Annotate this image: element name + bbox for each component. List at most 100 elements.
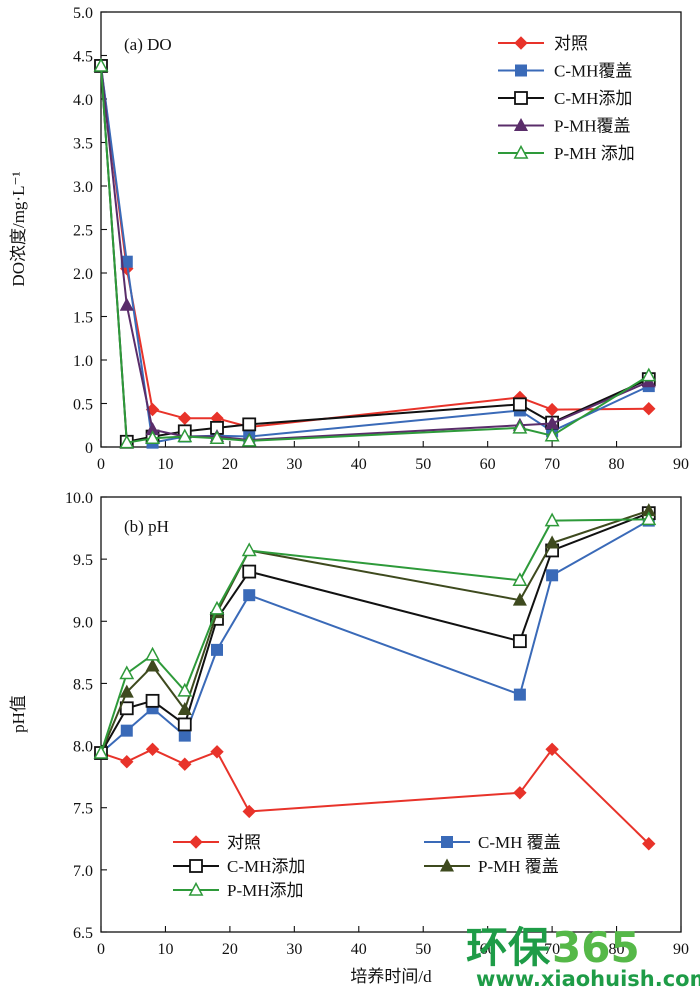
ph-data-point xyxy=(93,744,109,759)
ph-legend-marker xyxy=(439,858,455,872)
ph-x-tick-label: 0 xyxy=(97,941,105,958)
do-series-5 xyxy=(93,57,657,449)
ph-x-tick-label: 30 xyxy=(286,941,302,958)
do-legend-label: 对照 xyxy=(554,34,588,53)
ph-series-line xyxy=(100,512,650,754)
ph-data-point xyxy=(544,512,560,527)
ph-panel-label: (b) pH xyxy=(124,517,169,536)
ph-legend-entry: P-MH 覆盖 xyxy=(424,857,559,876)
ph-series-line xyxy=(100,509,650,754)
ph-x-tick-label: 60 xyxy=(480,941,496,958)
do-data-point xyxy=(145,430,161,445)
ph-data-point xyxy=(119,684,134,698)
do-chart: 0 10 20 30 40 50 60 70 80 90 0 0.5 1.0 1.5 2.0 2.5 3.0 3.… xyxy=(9,5,689,473)
ph-legend-entry: 对照 xyxy=(173,833,261,852)
do-legend-label: C-MH添加 xyxy=(554,89,632,108)
ph-x-tick-label: 40 xyxy=(351,941,367,958)
do-data-point xyxy=(641,367,657,382)
ph-data-point xyxy=(513,786,527,800)
do-legend-marker xyxy=(513,117,529,131)
ph-legend-label: 对照 xyxy=(227,833,261,852)
ph-data-point xyxy=(242,564,257,579)
do-y-tick-label: 0.5 xyxy=(73,397,93,414)
do-y-tick-label: 3.5 xyxy=(73,136,93,153)
do-legend-entry: 对照 xyxy=(498,34,588,53)
ph-data-point xyxy=(512,592,527,606)
ph-y-tick-label: 7.0 xyxy=(73,863,93,880)
do-legend-entry: C-MH覆盖 xyxy=(498,62,632,81)
do-data-point xyxy=(242,417,257,432)
do-panel-label: (a) DO xyxy=(124,35,172,54)
do-x-tick-label: 30 xyxy=(286,456,302,473)
ph-legend-marker xyxy=(441,836,453,848)
do-y-tick-label: 4.5 xyxy=(73,49,93,66)
ph-x-tick-label: 50 xyxy=(415,941,431,958)
ph-data-point xyxy=(512,634,527,649)
ph-series xyxy=(93,503,657,851)
ph-series-3 xyxy=(94,506,656,760)
do-data-point xyxy=(119,297,134,311)
ph-x-tick-label: 70 xyxy=(544,941,560,958)
ph-y-tick-label: 8.5 xyxy=(73,676,93,693)
ph-data-point xyxy=(145,646,161,661)
do-x-tick-label: 50 xyxy=(415,456,431,473)
ph-data-point xyxy=(243,589,256,602)
do-data-point xyxy=(119,434,135,449)
do-legend-label: P-MH 添加 xyxy=(554,144,635,163)
do-y-tick-label: 1.0 xyxy=(73,353,93,370)
do-axes: 0 10 20 30 40 50 60 70 80 90 0 0.5 1.0 1.5 2.0 2.5 3.0 3.… xyxy=(73,5,689,473)
do-data-point xyxy=(544,427,560,442)
do-legend: 对照 C-MH覆盖 C-MH添加 P-MH覆盖 P-MH 添加 xyxy=(498,34,635,163)
ph-data-point xyxy=(209,600,225,615)
ph-data-point xyxy=(642,837,656,851)
do-data-point xyxy=(241,432,257,447)
ph-data-point xyxy=(177,717,192,732)
ph-legend-entry: C-MH添加 xyxy=(173,857,305,876)
do-y-tick-label: 2.0 xyxy=(73,266,93,283)
do-x-tick-label: 40 xyxy=(351,456,367,473)
ph-legend-label: C-MH 覆盖 xyxy=(478,833,561,852)
do-y-tick-label: 4.0 xyxy=(73,92,93,109)
ph-legend-label: C-MH添加 xyxy=(227,857,305,876)
do-data-point xyxy=(512,419,528,434)
ph-legend-entry: C-MH 覆盖 xyxy=(424,833,561,852)
ph-data-point xyxy=(210,745,224,759)
do-data-point xyxy=(178,411,192,425)
do-legend-marker xyxy=(514,36,528,50)
ph-x-tick-label: 10 xyxy=(157,941,173,958)
ph-data-point xyxy=(145,693,160,708)
watermark-logo: 环保 365 www.xiaohuish.com xyxy=(466,923,700,991)
ph-y-axis-label: pH值 xyxy=(9,695,28,733)
do-legend-label: P-MH覆盖 xyxy=(554,117,631,136)
do-legend-entry: C-MH添加 xyxy=(498,89,632,108)
ph-y-tick-label: 10.0 xyxy=(65,490,93,507)
ph-data-point xyxy=(178,729,191,742)
do-y-tick-label: 0 xyxy=(85,440,93,457)
ph-data-point xyxy=(545,535,560,549)
ph-data-point xyxy=(119,665,135,680)
do-x-tick-label: 80 xyxy=(609,456,625,473)
do-series xyxy=(93,57,657,449)
do-data-point xyxy=(545,402,559,417)
ph-data-point xyxy=(211,643,223,656)
ph-legend-marker xyxy=(189,835,203,849)
ph-legend-label: P-MH 覆盖 xyxy=(478,857,559,876)
ph-data-point xyxy=(120,724,133,737)
do-x-tick-label: 0 xyxy=(97,456,105,473)
do-y-tick-label: 1.5 xyxy=(73,310,93,327)
do-x-tick-label: 60 xyxy=(480,456,496,473)
ph-legend-entry: P-MH添加 xyxy=(173,881,304,900)
do-y-tick-label: 2.5 xyxy=(73,223,93,240)
do-data-point xyxy=(512,397,527,412)
ph-y-tick-label: 9.0 xyxy=(73,614,93,631)
ph-chart: 0 10 20 30 40 50 60 70 80 90 6.5 7.0 7.5 8.0 8.5 9.0 9.5… xyxy=(9,490,689,986)
do-x-tick-label: 20 xyxy=(222,456,238,473)
ph-data-point xyxy=(545,742,559,757)
ph-data-point xyxy=(546,569,559,582)
do-legend-marker xyxy=(513,144,529,159)
ph-data-point xyxy=(241,542,257,557)
ph-legend-marker xyxy=(188,881,204,896)
do-data-point xyxy=(177,428,193,443)
do-x-tick-label: 90 xyxy=(673,456,689,473)
ph-legend: 对照 C-MH 覆盖 C-MH添加 P-MH 覆盖 P-MH添加 xyxy=(173,833,561,900)
